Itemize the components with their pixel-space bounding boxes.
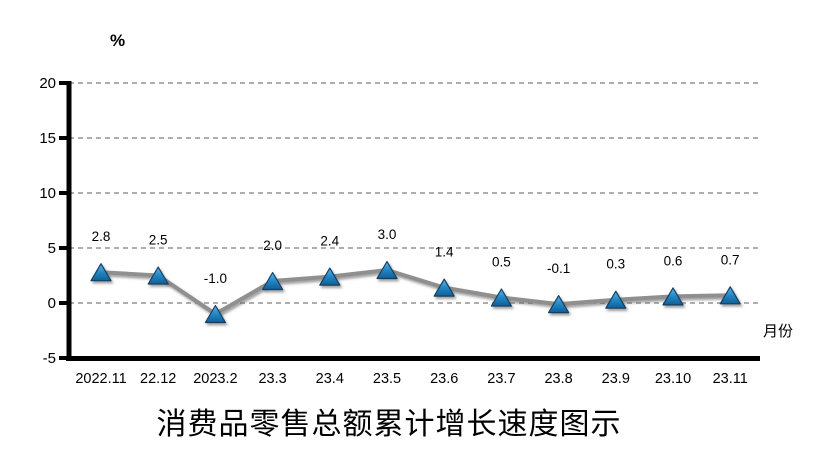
x-tick-label: 23.5: [373, 371, 401, 387]
data-point-label: 2.4: [320, 234, 339, 249]
x-tick-label: 23.7: [487, 371, 515, 387]
data-point-marker: [719, 286, 741, 305]
data-point-label: 0.5: [492, 255, 511, 270]
x-tick-label: 23.9: [602, 371, 630, 387]
data-point-marker: [147, 266, 169, 285]
data-point-label: 0.7: [721, 252, 740, 267]
data-point-marker: [433, 278, 455, 297]
data-point-marker: [662, 287, 684, 306]
data-point-label: 2.0: [263, 238, 282, 253]
data-point-label: -0.1: [547, 261, 570, 276]
data-point-label: -1.0: [204, 271, 227, 286]
data-point-label: 2.8: [92, 229, 111, 244]
x-tick-label: 2023.2: [193, 371, 237, 387]
data-point-label: 0.3: [606, 257, 625, 272]
data-point-marker: [319, 267, 341, 286]
data-point-label: 2.5: [149, 233, 168, 248]
x-tick-label: 23.8: [544, 371, 572, 387]
data-point-marker: [490, 288, 512, 307]
y-tick-label: -5: [43, 350, 56, 367]
x-tick-label: 23.6: [430, 371, 458, 387]
y-tick-label: 10: [39, 185, 56, 202]
series-line: [99, 268, 733, 316]
x-tick-label: 22.12: [140, 371, 176, 387]
y-tick-label: 5: [48, 240, 56, 257]
x-axis-label: 月份: [763, 323, 794, 340]
data-point-marker: [262, 271, 284, 291]
y-tick-label: 20: [39, 75, 56, 92]
y-tick-label: 0: [48, 295, 56, 312]
data-point-label: 1.4: [435, 245, 454, 260]
x-tick-label: 23.10: [655, 371, 691, 387]
x-tick-label: 2022.11: [75, 371, 126, 387]
y-tick-label: 15: [39, 130, 56, 147]
x-tick-label: 23.11: [713, 371, 748, 387]
data-point-label: 3.0: [378, 227, 397, 242]
data-point-marker: [204, 304, 226, 324]
data-point-marker: [90, 263, 112, 282]
data-point-marker: [376, 260, 398, 280]
x-tick-label: 23.3: [258, 371, 286, 387]
y-axis-unit-label: %: [110, 31, 126, 50]
chart-title: 消费品零售总额累计增长速度图示: [156, 407, 622, 442]
data-point-marker: [605, 290, 627, 309]
x-tick-label: 23.4: [316, 371, 344, 387]
data-point-label: 0.6: [664, 253, 683, 268]
data-point-marker: [548, 295, 570, 314]
